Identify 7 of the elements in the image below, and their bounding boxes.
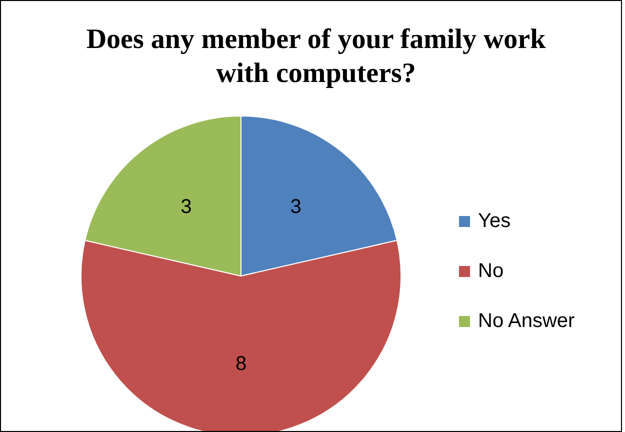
legend-label: No	[478, 260, 504, 282]
legend-label: Yes	[478, 210, 511, 232]
data-label: 3	[290, 196, 302, 218]
legend-label: No Answer	[478, 310, 575, 332]
data-label: 3	[180, 196, 192, 218]
data-label: 8	[235, 353, 247, 375]
chart-title: Does any member of your family work with computers?	[85, 23, 547, 91]
